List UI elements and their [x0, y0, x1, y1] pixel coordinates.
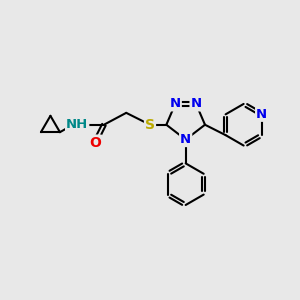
Text: S: S — [145, 118, 155, 132]
Text: NH: NH — [66, 118, 88, 131]
Text: N: N — [170, 98, 181, 110]
Text: O: O — [89, 136, 101, 150]
Text: N: N — [190, 98, 202, 110]
Text: N: N — [256, 108, 267, 121]
Text: N: N — [180, 133, 191, 146]
